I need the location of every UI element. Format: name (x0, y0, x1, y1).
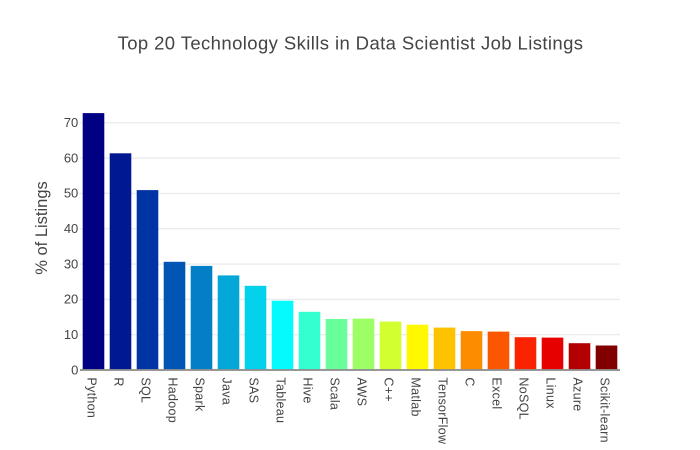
svg-text:40: 40 (64, 221, 78, 236)
svg-text:C++: C++ (382, 377, 396, 402)
svg-text:SQL: SQL (139, 377, 153, 403)
svg-text:SAS: SAS (247, 377, 261, 403)
svg-text:Scala: Scala (328, 377, 342, 410)
svg-text:NoSQL: NoSQL (517, 377, 531, 420)
svg-text:AWS: AWS (355, 377, 369, 406)
svg-text:Spark: Spark (193, 377, 207, 412)
svg-text:Hadoop: Hadoop (166, 377, 180, 423)
svg-text:Linux: Linux (544, 377, 558, 409)
svg-text:Scikit-learn: Scikit-learn (598, 377, 612, 442)
svg-text:Matlab: Matlab (409, 377, 423, 416)
svg-text:R: R (112, 377, 126, 386)
svg-text:20: 20 (64, 292, 78, 307)
svg-text:Top 20 Technology Skills in Da: Top 20 Technology Skills in Data Scienti… (118, 32, 584, 53)
svg-text:Azure: Azure (571, 377, 585, 411)
svg-text:Tableau: Tableau (274, 377, 288, 423)
svg-text:C: C (463, 377, 477, 386)
svg-text:30: 30 (64, 256, 78, 271)
svg-text:50: 50 (64, 186, 78, 201)
svg-text:60: 60 (64, 150, 78, 165)
svg-text:0: 0 (71, 362, 78, 377)
svg-text:Excel: Excel (490, 377, 504, 409)
svg-text:Java: Java (220, 377, 234, 405)
svg-text:10: 10 (64, 327, 78, 342)
svg-text:Hive: Hive (301, 377, 315, 403)
svg-text:% of Listings: % of Listings (33, 181, 51, 275)
svg-text:70: 70 (64, 115, 78, 130)
svg-text:Python: Python (85, 377, 99, 418)
svg-text:TensorFlow: TensorFlow (436, 377, 450, 445)
